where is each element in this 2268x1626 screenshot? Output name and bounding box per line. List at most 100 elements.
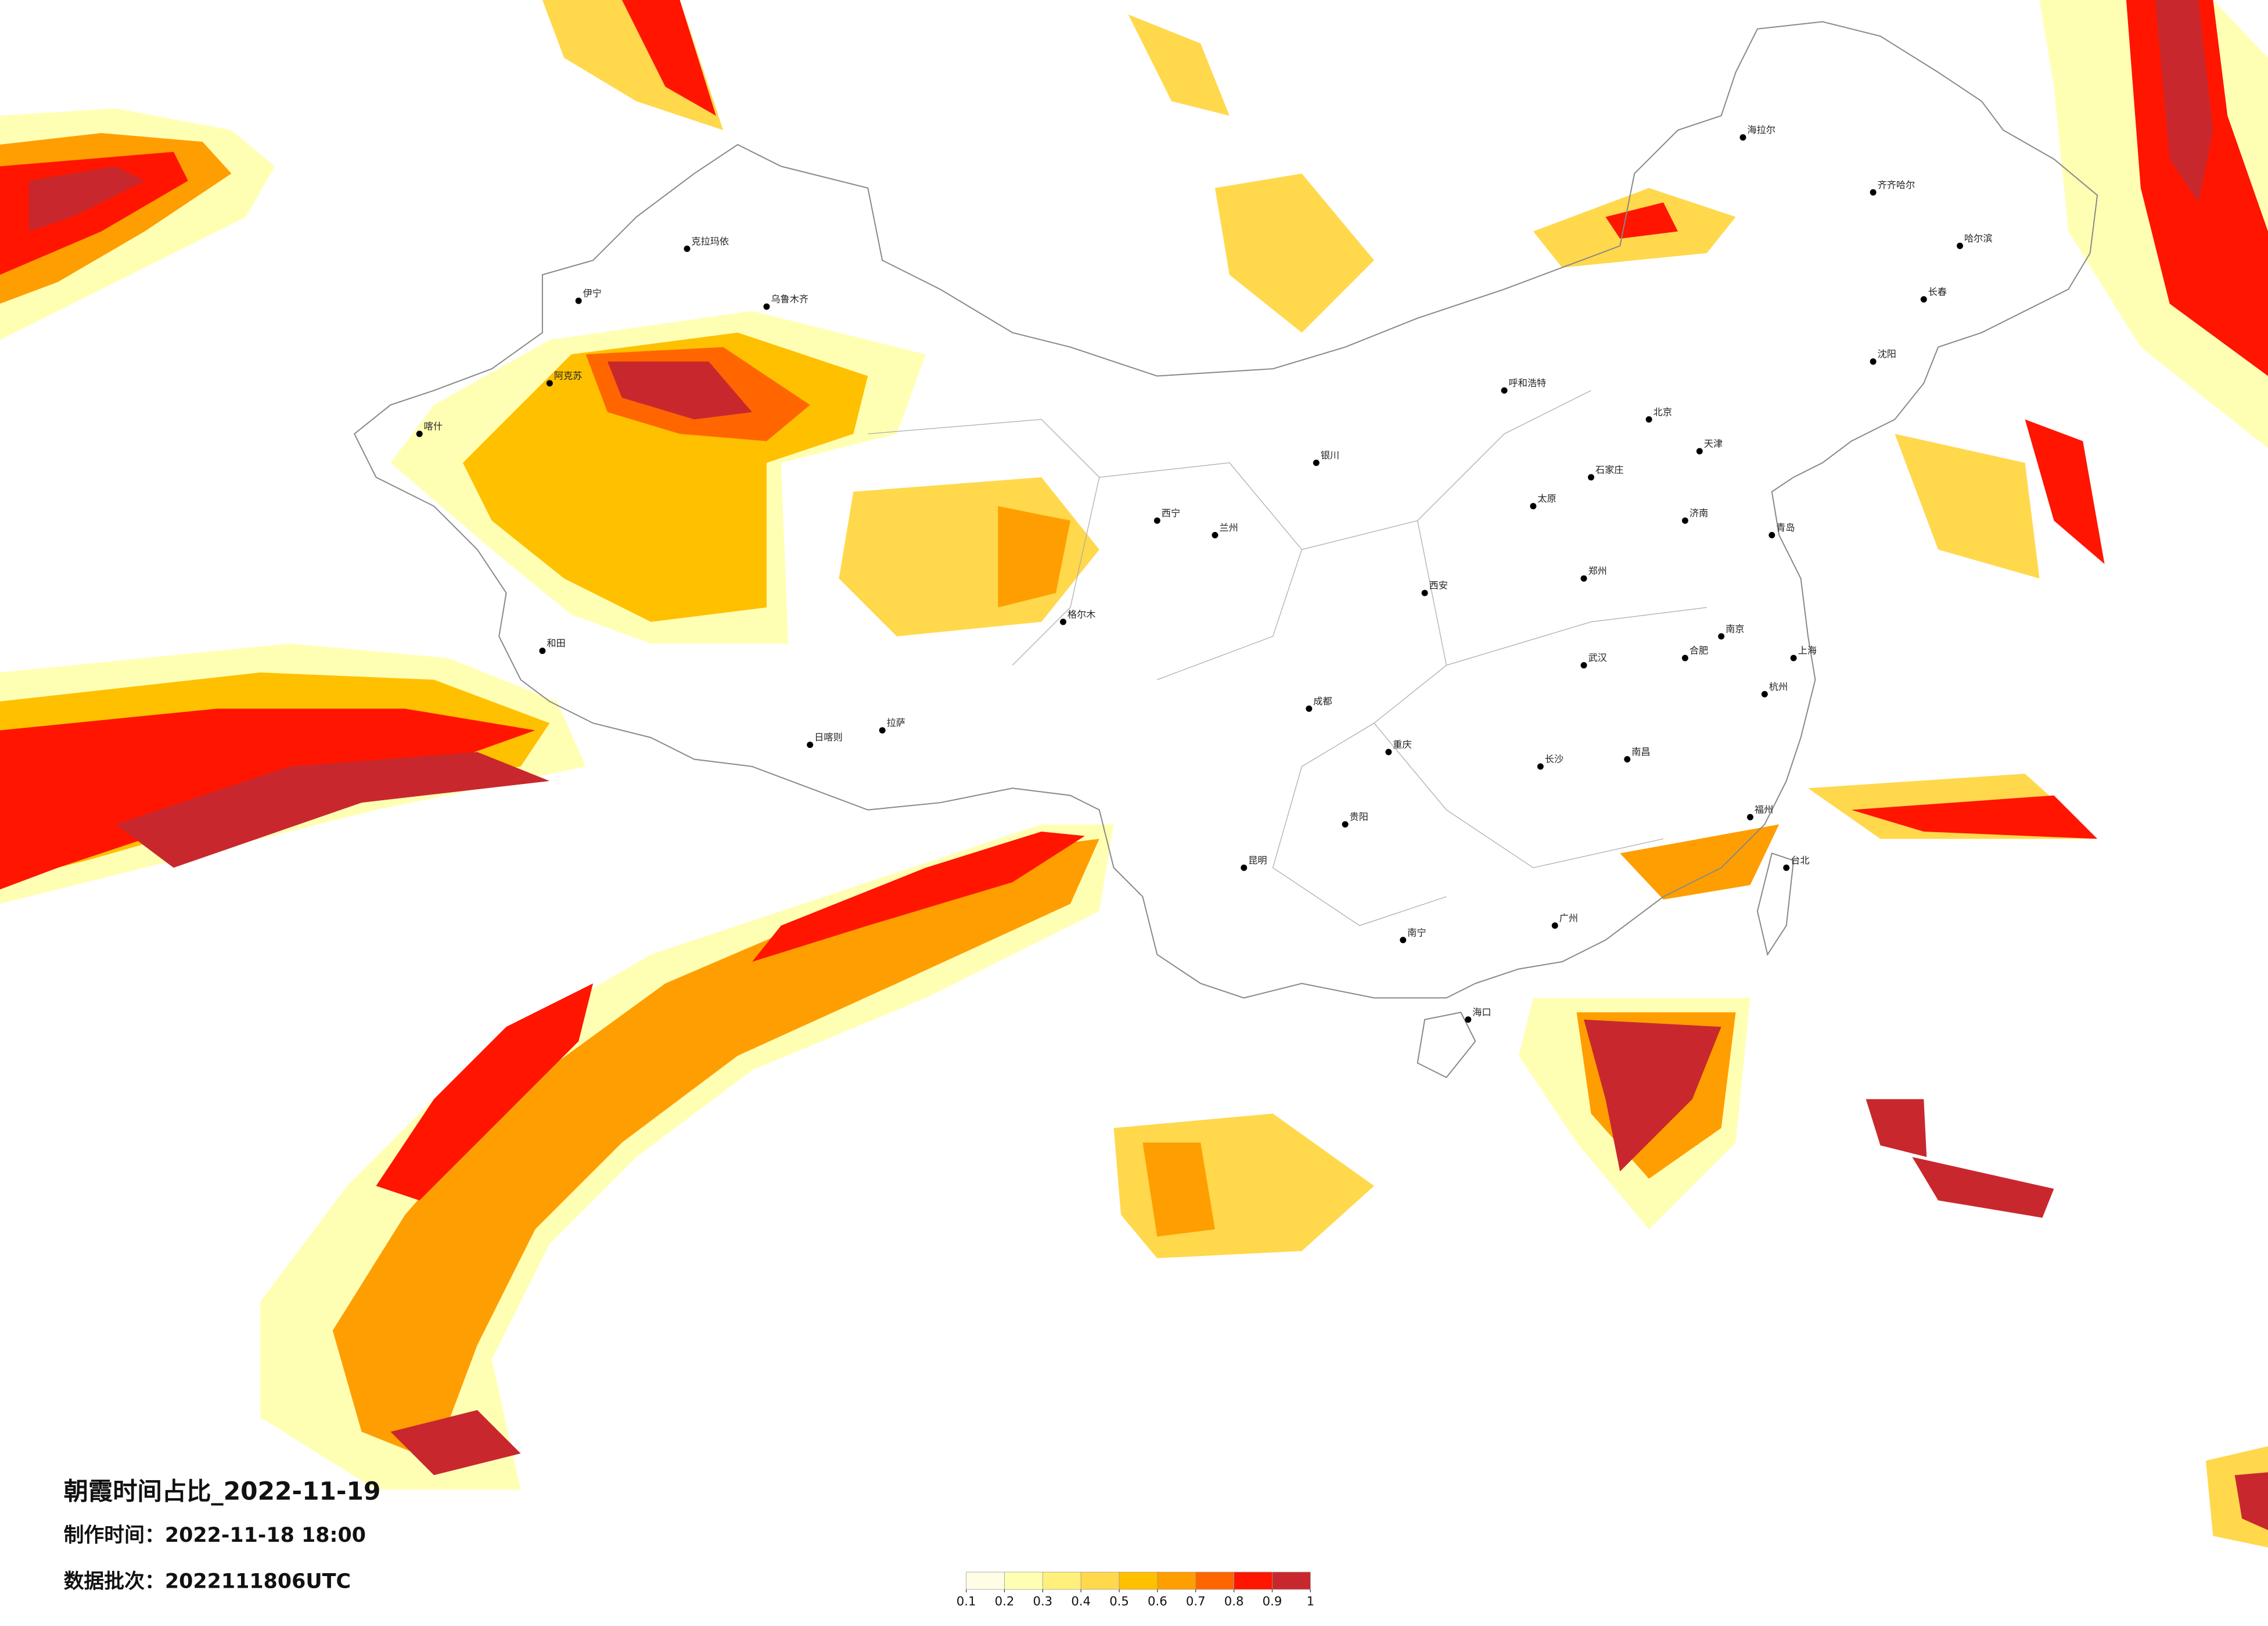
city-dot (1746, 814, 1753, 821)
city-dot (1761, 690, 1768, 697)
city-label: 格尔木 (1067, 609, 1096, 620)
city-dot (1920, 296, 1927, 303)
city-label: 广州 (1559, 912, 1578, 923)
city-dot (1870, 358, 1877, 365)
city-label: 南宁 (1407, 927, 1426, 938)
city-label: 上海 (1798, 645, 1817, 656)
colorbar-tick-label: 0.6 (1148, 1593, 1167, 1608)
city-label: 银川 (1321, 449, 1339, 461)
city-dot (879, 727, 886, 734)
city-dot (1313, 459, 1320, 466)
colorbar: 0.1 0.2 0.3 0.4 0.5 0.6 0.7 0.8 0.9 1 (957, 1571, 1314, 1608)
heat-patch (1214, 173, 1374, 333)
colorbar-swatch (1157, 1571, 1196, 1590)
heat-layer (0, 0, 2268, 1548)
city-label: 贵阳 (1350, 811, 1368, 822)
heat-patch (2155, 0, 2213, 203)
city-label: 青岛 (1776, 522, 1795, 533)
city-label: 哈尔滨 (1964, 233, 1993, 244)
heat-patch (752, 832, 1085, 962)
city-dot (1465, 1016, 1472, 1023)
colorbar-tick-label: 0.8 (1224, 1593, 1244, 1608)
city-dot (1212, 531, 1219, 538)
city-label: 南昌 (1631, 746, 1650, 757)
made-time: 制作时间：2022-11-18 18:00 (64, 1524, 366, 1547)
city-label: 海拉尔 (1747, 124, 1775, 135)
city-dot (1587, 474, 1594, 481)
city-label: 福州 (1755, 804, 1773, 815)
colorbar-tick-label: 0.7 (1186, 1593, 1206, 1608)
city-dot (539, 647, 546, 654)
borders (353, 21, 2098, 1078)
city-dot (684, 245, 691, 252)
heat-patch (2025, 419, 2105, 564)
city-dot (1400, 937, 1407, 944)
city-label: 乌鲁木齐 (771, 294, 808, 305)
colorbar-swatch (1234, 1571, 1273, 1590)
city-dot (807, 742, 814, 749)
city-label: 西安 (1429, 580, 1448, 591)
heat-patch (607, 361, 753, 420)
city-label: 呼和浩特 (1509, 377, 1547, 388)
city-label: 成都 (1313, 696, 1332, 707)
city-label: 日喀则 (814, 732, 843, 743)
city-label: 西宁 (1162, 508, 1180, 519)
city-label: 昆明 (1248, 855, 1267, 866)
city-label: 和田 (547, 638, 565, 649)
city-label: 拉萨 (887, 717, 905, 728)
city-label: 齐齐哈尔 (1878, 179, 1915, 190)
city-dot (1551, 922, 1558, 929)
city-label: 石家庄 (1595, 464, 1624, 475)
city-dot (1790, 654, 1797, 661)
city-dot (1580, 662, 1587, 669)
colorbar-swatch (1080, 1571, 1120, 1590)
colorbar-swatch (1195, 1571, 1234, 1590)
heat-patch (390, 1410, 521, 1476)
city-label: 喀什 (424, 421, 443, 432)
city-dot (1957, 242, 1964, 249)
city-dot (1681, 654, 1688, 661)
colorbar-tick-label: 0.9 (1263, 1593, 1282, 1608)
island-border (1756, 852, 1795, 956)
city-dot (1241, 864, 1248, 871)
data-batch: 数据批次：2022111806UTC (64, 1570, 351, 1593)
city-dot (1537, 763, 1544, 770)
colorbar-tick-label: 0.2 (995, 1593, 1015, 1608)
city-label: 武汉 (1588, 652, 1606, 663)
city-label: 济南 (1690, 508, 1708, 519)
colorbar-tick-label: 0.5 (1109, 1593, 1129, 1608)
city-label: 南京 (1726, 623, 1744, 634)
city-dot (1059, 618, 1066, 625)
city-label: 天津 (1704, 438, 1723, 449)
country-border (353, 21, 2098, 999)
heat-patch (116, 752, 550, 868)
city-label: 阿克苏 (554, 370, 583, 381)
heat-patch (1895, 434, 2040, 579)
city-label: 郑州 (1588, 566, 1606, 577)
heat-patch (28, 166, 145, 232)
heat-patch (1851, 795, 2098, 839)
city-label: 太原 (1537, 493, 1556, 504)
city-label: 伊宁 (583, 288, 602, 299)
city-dot (1530, 503, 1537, 510)
heat-patch (621, 0, 716, 116)
city-label: 海口 (1472, 1006, 1491, 1017)
colorbar-tick-label: 1 (1307, 1593, 1314, 1608)
colorbar-tick-label: 0.3 (1033, 1593, 1052, 1608)
heat-patch (1912, 1157, 2054, 1218)
map-title: 朝霞时间占比_2022-11-19 (64, 1477, 381, 1506)
heat-patch (332, 839, 1099, 1461)
city-dot (1718, 633, 1725, 640)
city-label: 长沙 (1545, 753, 1563, 764)
colorbar-tick-label: 0.4 (1071, 1593, 1091, 1608)
colorbar-swatch (966, 1571, 1005, 1590)
colorbar-swatch (1004, 1571, 1043, 1590)
heat-patch (1128, 14, 1230, 116)
city-label: 合肥 (1690, 645, 1708, 656)
city-dot (1580, 575, 1587, 582)
city-label: 北京 (1654, 406, 1672, 418)
city-dot (575, 297, 582, 304)
heat-patch (1142, 1142, 1215, 1237)
